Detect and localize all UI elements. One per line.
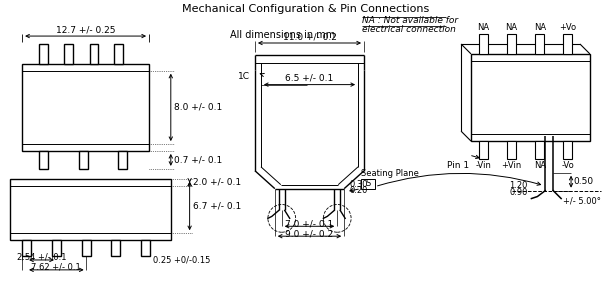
Text: 0.50: 0.50 (573, 177, 593, 186)
Text: electrical connection: electrical connection (362, 25, 456, 34)
Text: 0.20: 0.20 (349, 186, 367, 195)
Bar (81, 240, 91, 256)
Bar (536, 34, 544, 54)
Bar (22, 240, 31, 256)
Text: Mechanical Configuration & Pin Connections: Mechanical Configuration & Pin Connectio… (182, 4, 429, 14)
Text: NA: NA (477, 23, 490, 32)
Text: +Vin: +Vin (501, 161, 521, 170)
Bar (22, 64, 149, 151)
Bar (52, 240, 61, 256)
Bar (79, 151, 88, 169)
Bar (536, 141, 544, 159)
Text: 1C: 1C (238, 72, 250, 81)
Text: 1.20: 1.20 (509, 181, 528, 190)
Text: 2.54 +/- 0.1: 2.54 +/- 0.1 (17, 253, 66, 262)
Text: 6.7 +/- 0.1: 6.7 +/- 0.1 (193, 202, 241, 210)
Text: NA: NA (534, 161, 546, 170)
Bar (563, 34, 572, 54)
Text: 2.0 +/- 0.1: 2.0 +/- 0.1 (193, 178, 241, 187)
Bar (39, 151, 48, 169)
Bar (563, 141, 572, 159)
Bar (118, 151, 127, 169)
Text: 0.30: 0.30 (349, 180, 368, 189)
Text: 8.0 +/- 0.1: 8.0 +/- 0.1 (174, 103, 222, 112)
Text: 0.25 +0/-0.15: 0.25 +0/-0.15 (153, 255, 211, 264)
Bar (111, 240, 121, 256)
Text: Seating Plane: Seating Plane (361, 169, 419, 178)
Text: 0.7 +/- 0.1: 0.7 +/- 0.1 (174, 155, 222, 164)
Text: All dimensions in mm: All dimensions in mm (230, 30, 335, 40)
Text: 12.7 +/- 0.25: 12.7 +/- 0.25 (56, 25, 115, 34)
Bar (471, 54, 590, 141)
Bar (64, 44, 73, 64)
Text: S: S (365, 179, 371, 188)
Bar (39, 44, 48, 64)
Text: 0.90: 0.90 (509, 188, 528, 197)
Bar (479, 141, 488, 159)
Bar (507, 141, 515, 159)
Text: NA : Not available for: NA : Not available for (362, 16, 458, 25)
Text: -Vin: -Vin (476, 161, 491, 170)
Bar (141, 240, 150, 256)
Text: 9.0 +/- 0.2: 9.0 +/- 0.2 (285, 229, 334, 238)
Text: 6.5 +/- 0.1: 6.5 +/- 0.1 (285, 74, 334, 83)
Text: -Vo: -Vo (561, 161, 574, 170)
Bar (507, 34, 515, 54)
Text: 7.0 +/- 0.1: 7.0 +/- 0.1 (285, 219, 334, 228)
Text: 11.0 +/- 0.2: 11.0 +/- 0.2 (283, 32, 337, 41)
Text: +/- 5.00°: +/- 5.00° (563, 196, 601, 205)
Text: NA: NA (534, 23, 546, 32)
Text: Pin 1: Pin 1 (447, 161, 469, 170)
Text: NA: NA (505, 23, 517, 32)
Bar (89, 44, 99, 64)
Bar (361, 179, 375, 189)
Bar (479, 34, 488, 54)
Text: +Vo: +Vo (559, 23, 576, 32)
Bar (114, 44, 123, 64)
Text: 7.62 +/- 0.1: 7.62 +/- 0.1 (31, 263, 81, 272)
Bar (10, 179, 171, 240)
